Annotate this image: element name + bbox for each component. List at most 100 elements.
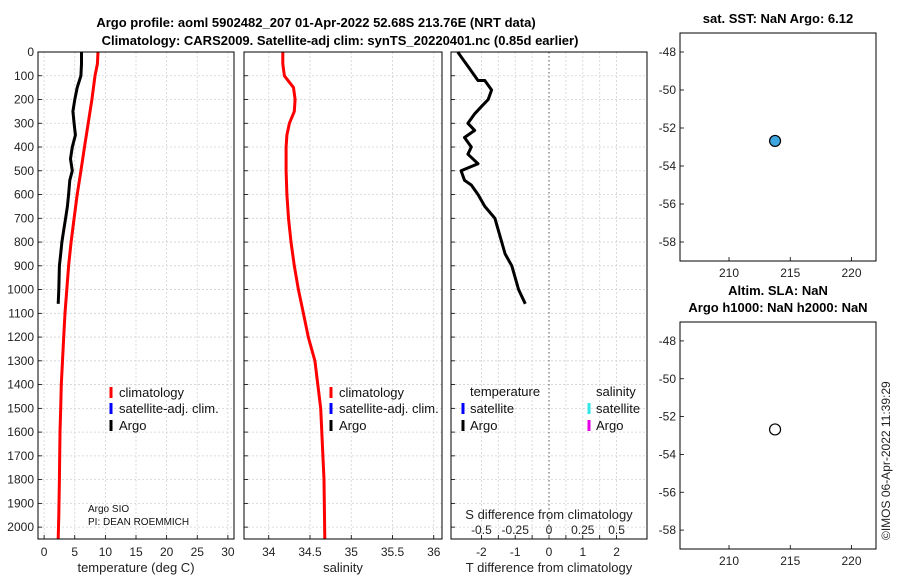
x-tick-label: 15 bbox=[129, 545, 143, 559]
lat-tick-label: -58 bbox=[659, 235, 677, 249]
x-tick-label: 5 bbox=[71, 545, 78, 559]
s-diff-tick-label: 0.5 bbox=[608, 523, 625, 537]
salinity-panel: 34 34.5 35 35.5 36 salinity bbox=[243, 51, 443, 575]
depth-tick-label: 1800 bbox=[7, 473, 34, 487]
depth-tick-label: 1600 bbox=[7, 425, 34, 439]
map-frame bbox=[679, 321, 877, 550]
panel-frame bbox=[243, 51, 443, 540]
depth-tick-label: 0 bbox=[27, 45, 34, 59]
argo-position-marker bbox=[768, 423, 782, 436]
lat-tick-label: -52 bbox=[659, 410, 677, 424]
lon-tick-label: 220 bbox=[841, 266, 861, 280]
depth-tick-label: 1100 bbox=[8, 306, 34, 320]
depth-tick-label: 1200 bbox=[7, 330, 34, 344]
lat-tick-label: -48 bbox=[659, 334, 677, 348]
diff-legend-temperature-heading: temperature bbox=[470, 384, 540, 399]
depth-tick-label: 1500 bbox=[7, 401, 34, 415]
argo-line bbox=[56, 52, 83, 304]
x-tick-label: 0 bbox=[41, 545, 48, 559]
depth-tick-label: 600 bbox=[14, 188, 34, 202]
altim-title-2: Argo h1000: NaN h2000: NaN bbox=[688, 300, 867, 315]
depth-tick-label: 700 bbox=[14, 211, 34, 225]
depth-tick-label: 300 bbox=[14, 116, 34, 130]
sal-legend-clim-label: climatology bbox=[339, 385, 405, 400]
x-tick-label: 35 bbox=[345, 545, 359, 559]
legend-argo-label: Argo bbox=[119, 418, 146, 433]
s-diff-title: S difference from climatology bbox=[465, 507, 633, 522]
depth-tick-label: 1900 bbox=[7, 496, 34, 510]
lat-tick-label: -54 bbox=[659, 159, 677, 173]
lon-tick-label: 220 bbox=[841, 554, 861, 568]
x-axis-label: salinity bbox=[323, 560, 363, 575]
argo-line bbox=[456, 51, 527, 305]
legend-clim-label: climatology bbox=[119, 385, 185, 400]
sal-legend-argo-label: Argo bbox=[339, 418, 366, 433]
x-tick-label: 1 bbox=[579, 545, 586, 559]
x-tick-label: 2 bbox=[613, 545, 620, 559]
sst-map-panel: -48 -50 -52 -54 -56 -58 210 215 220 bbox=[659, 32, 877, 280]
lat-tick-label: -54 bbox=[659, 447, 677, 461]
sst-title: sat. SST: NaN Argo: 6.12 bbox=[703, 11, 854, 26]
altim-map-panel: -48 -50 -52 -54 -56 -58 210 215 220 bbox=[659, 321, 877, 568]
s-diff-tick-label: -0.25 bbox=[502, 523, 530, 537]
x-tick-label: 20 bbox=[160, 545, 174, 559]
salinity-legend: climatology satellite-adj. clim. Argo bbox=[329, 385, 439, 433]
lat-tick-label: -52 bbox=[659, 121, 677, 135]
diff-legend-t-sat-label: satellite bbox=[470, 401, 514, 416]
depth-tick-label: 500 bbox=[14, 164, 34, 178]
x-axis-label: temperature (deg C) bbox=[77, 560, 194, 575]
legend-sat-label: satellite-adj. clim. bbox=[119, 401, 219, 416]
depth-tick-label: 1400 bbox=[7, 378, 34, 392]
map-frame bbox=[679, 32, 877, 262]
panel-frame bbox=[37, 51, 235, 540]
diff-legend-salinity-heading: salinity bbox=[596, 384, 636, 399]
x-axis-label: T difference from climatology bbox=[466, 560, 633, 575]
depth-tick-label: 2000 bbox=[7, 520, 34, 534]
lat-tick-label: -50 bbox=[659, 372, 677, 386]
x-tick-label: 34 bbox=[262, 545, 276, 559]
lon-tick-label: 210 bbox=[719, 554, 739, 568]
climatology-line bbox=[56, 51, 100, 540]
depth-tick-label: 100 bbox=[14, 69, 34, 83]
depth-tick-label: 1300 bbox=[7, 354, 34, 368]
diff-legend-t-argo-label: Argo bbox=[470, 418, 497, 433]
temperature-panel: 0100200300400500600700800900100011001200… bbox=[7, 45, 235, 575]
depth-tick-label: 400 bbox=[14, 140, 34, 154]
difference-panel: -2 -1 0 1 2 S difference from climatology-0.5… bbox=[450, 51, 648, 575]
difference-legend: temperature satellite Argo salinity sate… bbox=[461, 384, 640, 433]
s-diff-tick-label: 0.25 bbox=[571, 523, 595, 537]
s-diff-tick-label: -0.5 bbox=[471, 523, 492, 537]
diff-legend-s-argo-label: Argo bbox=[596, 418, 623, 433]
lat-tick-label: -56 bbox=[659, 197, 677, 211]
imos-credit: ©IMOS 06-Apr-2022 11:39:29 bbox=[879, 381, 893, 540]
title-line1: Argo profile: aoml 5902482_207 01-Apr-20… bbox=[96, 15, 535, 30]
x-tick-label: 36 bbox=[427, 545, 441, 559]
title-line2: Climatology: CARS2009. Satellite-adj cli… bbox=[102, 33, 579, 48]
argo-position-marker bbox=[768, 134, 782, 148]
panel-frame bbox=[450, 51, 648, 540]
x-tick-label: 35.5 bbox=[381, 545, 405, 559]
x-tick-label: 25 bbox=[191, 545, 205, 559]
depth-tick-label: 200 bbox=[14, 93, 34, 107]
x-tick-label: -2 bbox=[476, 545, 487, 559]
temperature-legend: climatology satellite-adj. clim. Argo Ar… bbox=[88, 385, 219, 528]
sal-legend-sat-label: satellite-adj. clim. bbox=[339, 401, 439, 416]
diff-legend-s-sat-label: satellite bbox=[596, 401, 640, 416]
pi-credit: PI: DEAN ROEMMICH bbox=[88, 517, 189, 528]
lat-tick-label: -56 bbox=[659, 485, 677, 499]
x-tick-label: 0 bbox=[546, 545, 553, 559]
depth-tick-label: 800 bbox=[14, 235, 34, 249]
depth-tick-label: 1000 bbox=[7, 283, 34, 297]
x-tick-label: 34.5 bbox=[298, 545, 322, 559]
depth-tick-label: 1700 bbox=[7, 449, 34, 463]
climatology-line bbox=[281, 52, 327, 540]
x-tick-label: -1 bbox=[510, 545, 521, 559]
lon-tick-label: 210 bbox=[719, 266, 739, 280]
altim-title-1: Altim. SLA: NaN bbox=[728, 283, 828, 298]
depth-tick-label: 900 bbox=[14, 259, 34, 273]
lat-tick-label: -50 bbox=[659, 83, 677, 97]
s-diff-tick-label: 0 bbox=[546, 523, 553, 537]
lat-tick-label: -58 bbox=[659, 523, 677, 537]
lon-tick-label: 215 bbox=[780, 554, 800, 568]
